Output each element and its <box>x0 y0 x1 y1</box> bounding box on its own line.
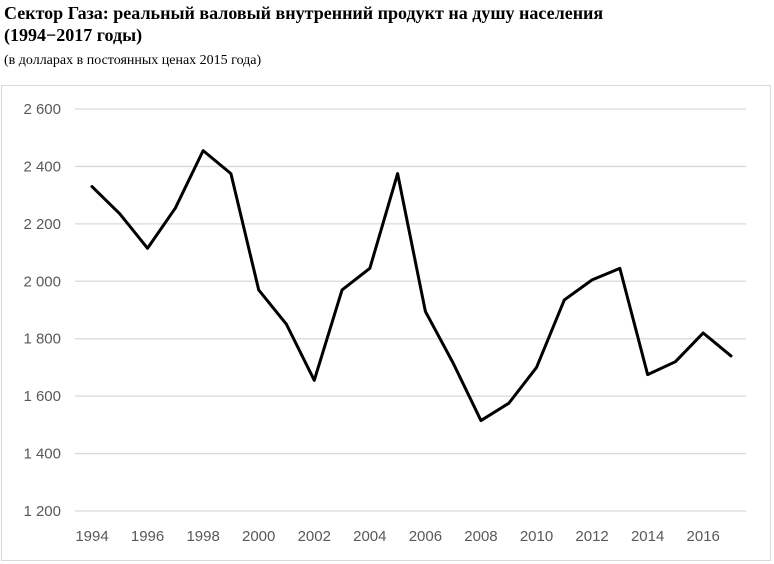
data-point <box>90 185 94 188</box>
x-tick-label: 2002 <box>298 528 331 545</box>
y-tick-label: 2 200 <box>23 216 61 233</box>
data-point <box>590 278 594 282</box>
data-point <box>313 379 316 382</box>
data-point <box>535 366 538 369</box>
grid-lines <box>75 108 746 512</box>
data-point <box>340 288 344 292</box>
y-tick-label: 1 400 <box>23 446 61 463</box>
x-tick-label: 2014 <box>631 528 664 545</box>
data-point <box>396 172 399 175</box>
data-point <box>368 267 372 270</box>
x-tick-label: 2008 <box>464 528 497 545</box>
y-tick-label: 1 200 <box>23 503 61 520</box>
data-point <box>424 310 427 313</box>
x-tick-label: 2012 <box>575 528 608 545</box>
data-point <box>618 267 622 270</box>
y-tick-label: 2 400 <box>23 158 61 175</box>
data-point <box>451 361 455 365</box>
x-tick-label: 2010 <box>520 528 553 545</box>
chart-title: Сектор Газа: реальный валовый внутренний… <box>4 2 770 46</box>
y-tick-label: 1 600 <box>23 388 61 405</box>
chart-frame <box>1 85 771 561</box>
data-point <box>729 354 733 358</box>
chart-title-line-2: (1994−2017 годы) <box>4 25 143 45</box>
x-tick-label: 1998 <box>186 528 219 545</box>
x-tick-label: 2006 <box>409 528 442 545</box>
x-tick-label: 1994 <box>75 528 108 545</box>
series-line <box>90 149 733 423</box>
data-point <box>174 206 177 210</box>
data-point <box>702 331 705 335</box>
y-axis-ticks: 1 200 1 400 1 600 1 800 2 000 2 200 2 400 2 600 <box>23 101 61 520</box>
data-point <box>479 419 483 422</box>
data-point <box>674 360 677 363</box>
x-tick-label: 1996 <box>131 528 164 545</box>
chart-title-line-1: Сектор Газа: реальный валовый внутренний… <box>4 3 604 23</box>
data-point <box>563 298 566 302</box>
y-tick-label: 2 600 <box>23 101 61 118</box>
data-point <box>146 247 149 250</box>
x-axis-ticks: 1994 1996 1998 2000 2002 2004 2006 2008 2010 2012… <box>75 528 720 545</box>
x-tick-label: 2000 <box>242 528 275 545</box>
x-tick-label: 2016 <box>687 528 720 545</box>
data-point <box>646 373 649 376</box>
chart-subtitle: (в долларах в постоянных ценах 2015 года… <box>4 53 262 68</box>
data-point <box>229 172 233 175</box>
x-tick-label: 2004 <box>353 528 386 545</box>
y-tick-label: 2 000 <box>23 273 61 290</box>
data-point <box>507 402 510 405</box>
data-point <box>118 212 121 216</box>
data-point <box>201 149 205 152</box>
data-point <box>257 288 260 292</box>
data-point <box>285 323 288 326</box>
y-tick-label: 1 800 <box>23 331 61 348</box>
series-group <box>90 149 733 423</box>
